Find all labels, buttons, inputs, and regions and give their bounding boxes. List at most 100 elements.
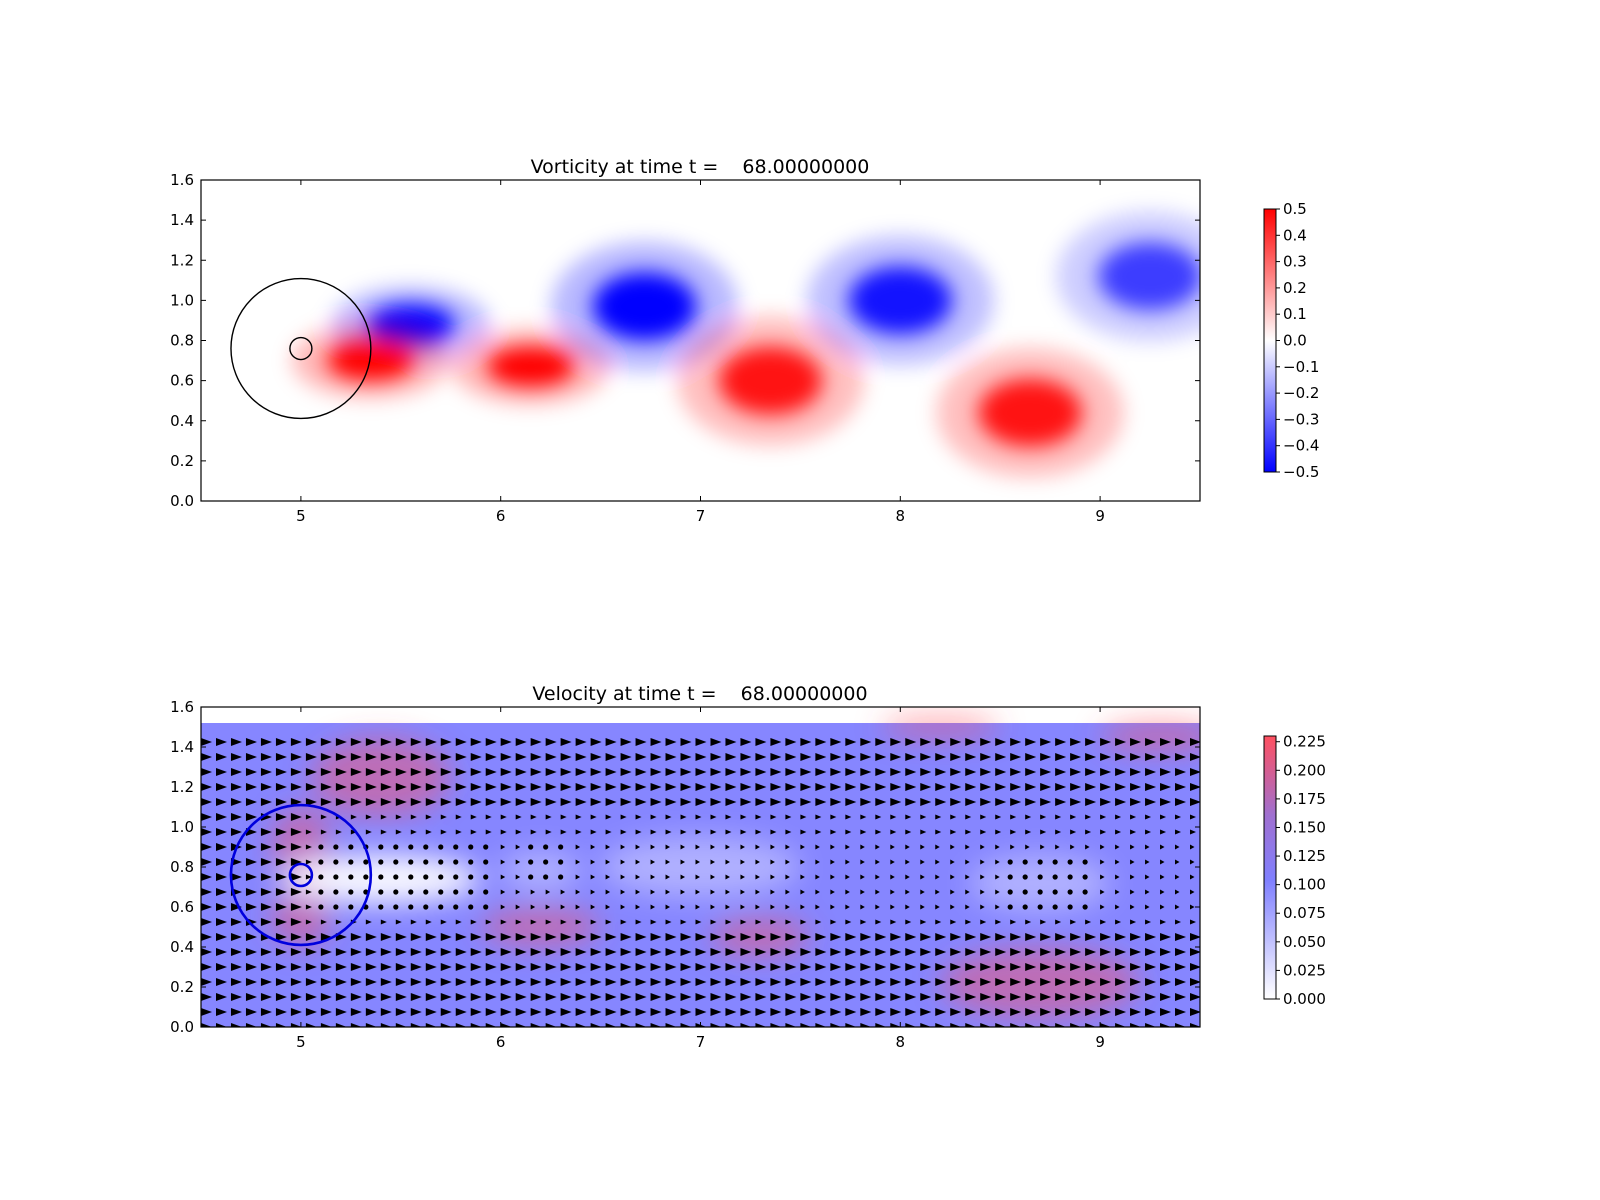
quiver-arrow [740, 933, 752, 941]
quiver-arrow [230, 738, 242, 746]
quiver-arrow [500, 874, 506, 880]
quiver-arrow [1160, 919, 1167, 925]
quiver-arrow [215, 903, 227, 911]
quiver-arrow [815, 963, 827, 971]
quiver-arrow [605, 829, 612, 835]
quiver-arrow [530, 738, 542, 746]
quiver-arrow [890, 904, 895, 910]
quiver-arrow [515, 874, 521, 880]
quiver-arrow [680, 844, 686, 850]
quiver-arrow [500, 993, 512, 1001]
quiver-arrow [335, 919, 342, 925]
quiver-arrow [230, 993, 242, 1001]
quiver-arrow [890, 874, 895, 880]
quiver-arrow [605, 874, 611, 880]
quiver-arrow [740, 829, 747, 835]
quiver-arrow [605, 859, 611, 865]
quiver-arrow [530, 814, 537, 820]
quiver-arrow [545, 814, 552, 820]
quiver-arrow [1115, 829, 1122, 835]
quiver-arrow [1190, 948, 1200, 956]
quiver-arrow [1100, 1008, 1112, 1016]
quiver-arrow [755, 904, 760, 910]
quiver-arrow [275, 903, 287, 911]
quiver-arrow [770, 933, 782, 941]
quiver-arrow [845, 783, 857, 791]
quiver-arrow [1040, 738, 1052, 746]
quiver-arrow [365, 814, 372, 820]
velocity-x-axis: 5 6 7 8 9 [296, 707, 1105, 1051]
quiver-arrow [755, 963, 767, 971]
quiver-dot [483, 904, 489, 910]
quiver-arrow [230, 783, 242, 791]
quiver-arrow [815, 859, 820, 865]
quiver-arrow [665, 963, 677, 971]
quiver-arrow [1115, 859, 1120, 865]
quiver-arrow [650, 783, 662, 791]
vel-colorbar-label: 0.000 [1283, 990, 1326, 1008]
quiver-arrow [290, 798, 302, 806]
quiver-arrow [380, 1023, 392, 1027]
quiver-arrow [215, 978, 227, 986]
quiver-arrow [740, 993, 752, 1001]
quiver-arrow [725, 904, 730, 910]
quiver-arrow [365, 978, 377, 986]
quiver-arrow [470, 933, 482, 941]
quiver-arrow [905, 738, 917, 746]
quiver-arrow [695, 859, 701, 865]
quiver-arrow [860, 783, 872, 791]
quiver-arrow [620, 753, 632, 761]
quiver-arrow [440, 798, 452, 806]
quiver-arrow [440, 768, 452, 776]
quiver-arrow [260, 858, 272, 866]
quiver-arrow [201, 918, 212, 926]
quiver-arrow [665, 768, 677, 776]
vel-ytick-label: 1.6 [170, 698, 194, 716]
quiver-arrow [530, 889, 536, 895]
quiver-arrow [215, 858, 227, 866]
quiver-arrow [545, 963, 557, 971]
quiver-arrow [320, 948, 332, 956]
quiver-arrow [335, 829, 342, 835]
quiver-arrow [470, 798, 482, 806]
quiver-arrow [1085, 963, 1097, 971]
quiver-arrow [335, 1023, 347, 1027]
quiver-arrow [725, 814, 732, 820]
quiver-arrow [470, 919, 477, 925]
quiver-arrow [1055, 1023, 1067, 1027]
vort-colorbar-label: 0.4 [1283, 226, 1307, 244]
quiver-dot [438, 889, 444, 895]
quiver-arrow [635, 993, 647, 1001]
quiver-arrow [201, 873, 212, 881]
quiver-arrow [380, 993, 392, 1001]
quiver-arrow [935, 814, 942, 820]
quiver-arrow [1145, 844, 1150, 850]
quiver-arrow [275, 1008, 287, 1016]
quiver-arrow [245, 753, 257, 761]
quiver-arrow [830, 919, 837, 925]
quiver-arrow [890, 814, 897, 820]
quiver-arrow [201, 888, 212, 896]
quiver-arrow [695, 1023, 707, 1027]
quiver-arrow [350, 783, 362, 791]
quiver-arrow [905, 933, 917, 941]
quiver-arrow [890, 978, 902, 986]
quiver-dot [438, 844, 444, 850]
quiver-dot [1037, 889, 1043, 895]
quiver-arrow [1130, 963, 1142, 971]
quiver-arrow [875, 844, 880, 850]
vel-ytick-label: 0.4 [170, 938, 194, 956]
quiver-arrow [635, 904, 641, 910]
quiver-arrow [1070, 738, 1082, 746]
quiver-arrow [335, 978, 347, 986]
quiver-arrow [1085, 798, 1097, 806]
quiver-arrow [485, 814, 492, 820]
quiver-arrow [980, 933, 992, 941]
quiver-arrow [500, 963, 512, 971]
quiver-arrow [275, 768, 287, 776]
quiver-arrow [695, 874, 701, 880]
quiver-arrow [575, 993, 587, 1001]
quiver-arrow [560, 768, 572, 776]
negative-vortex [848, 266, 953, 335]
quiver-arrow [560, 889, 566, 895]
